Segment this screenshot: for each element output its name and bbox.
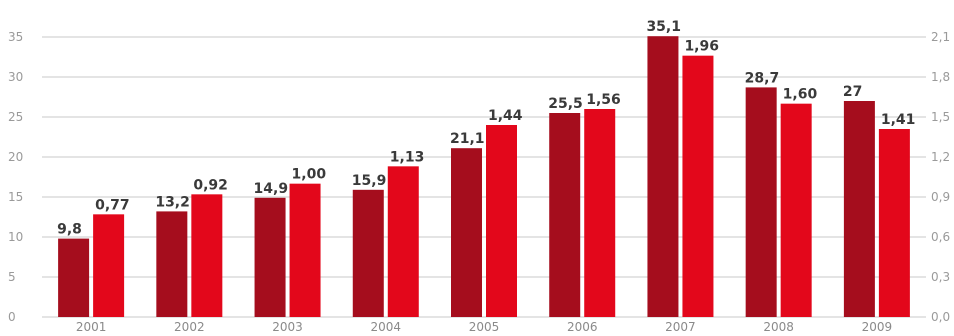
data-label-right-series: 0,92: [193, 177, 228, 193]
data-label-right-series: 1,13: [390, 149, 425, 165]
data-label-left-series: 28,7: [745, 70, 780, 86]
bar-left-series: [352, 189, 384, 317]
y-right-tick-label: 1,2: [931, 150, 950, 164]
gridlines: [42, 36, 926, 318]
data-label-left-series: 27: [843, 84, 862, 100]
bar-right-series: [93, 214, 125, 317]
x-tick-label: 2008: [763, 320, 794, 334]
data-labels: 9,8 0,77 13,20,92 14,91,00 15,91,13 21,11,44 2…: [57, 19, 915, 237]
data-label-left-series: 25,5: [548, 96, 583, 112]
data-label-left-series: 35,1: [646, 19, 681, 35]
x-tick-label: 2005: [469, 320, 500, 334]
bar-left-series: [451, 148, 482, 317]
data-label-left-series: 13,2: [155, 194, 190, 210]
x-tick-label: 2003: [272, 320, 303, 334]
bar-left-series: [254, 197, 286, 317]
y-left-tick-label: 15: [8, 190, 23, 204]
data-label-left-series: 9,8: [57, 222, 82, 238]
x-tick-label: 2009: [862, 320, 893, 334]
bar-right-series: [289, 183, 321, 317]
bar-left-series: [58, 238, 90, 317]
bar-right-series: [584, 109, 616, 317]
x-tick-label: 2004: [371, 320, 402, 334]
left-y-axis: 0 5 10 15 20 25 30 35: [8, 30, 23, 324]
bar-left-series: [745, 87, 777, 318]
data-label-right-series: 1,96: [684, 39, 719, 55]
data-label-left-series: 14,9: [254, 181, 289, 197]
bar-left-series: [647, 36, 679, 317]
x-tick-label: 2006: [567, 320, 598, 334]
y-left-tick-label: 20: [8, 150, 23, 164]
y-right-tick-label: 0,6: [931, 230, 950, 244]
x-tick-label: 2002: [174, 320, 205, 334]
data-label-right-series: 1,44: [488, 108, 523, 124]
data-label-right-series: 0,77: [95, 197, 130, 213]
bar-right-series: [387, 166, 419, 317]
bar-right-series: [682, 55, 714, 318]
y-left-tick-label: 35: [8, 30, 23, 44]
y-right-tick-label: 0,0: [931, 310, 950, 324]
x-tick-label: 2001: [76, 320, 107, 334]
y-left-tick-label: 10: [8, 230, 23, 244]
y-right-tick-label: 0,9: [931, 190, 950, 204]
right-y-axis: 0,0 0,3 0,6 0,9 1,2 1,5 1,8 2,1: [931, 30, 950, 324]
data-label-right-series: 1,00: [292, 167, 327, 183]
y-right-tick-label: 1,5: [931, 110, 950, 124]
data-label-right-series: 1,56: [586, 92, 621, 108]
data-label-right-series: 1,41: [881, 112, 916, 128]
y-left-tick-label: 0: [8, 310, 16, 324]
y-left-tick-label: 30: [8, 70, 23, 84]
y-left-tick-label: 25: [8, 110, 23, 124]
bar-right-series: [878, 129, 910, 317]
y-right-tick-label: 0,3: [931, 270, 950, 284]
bar-left-series: [843, 101, 875, 317]
x-tick-label: 2007: [665, 320, 696, 334]
data-label-right-series: 1,60: [783, 87, 818, 103]
bar-right-series: [780, 103, 812, 318]
data-label-left-series: 15,9: [352, 173, 387, 189]
y-left-tick-label: 5: [8, 270, 16, 284]
y-right-tick-label: 2,1: [931, 30, 950, 44]
bar-left-series: [156, 211, 188, 317]
bar-left-series: [549, 113, 581, 317]
x-axis: 2001 2002 2003 2004 2005 2006 2007 2008 2009: [76, 320, 892, 334]
y-right-tick-label: 1,8: [931, 70, 950, 84]
bar-right-series: [486, 125, 517, 317]
data-label-left-series: 21,1: [450, 131, 485, 147]
bar-right-series: [191, 194, 223, 317]
bars: [58, 36, 910, 318]
